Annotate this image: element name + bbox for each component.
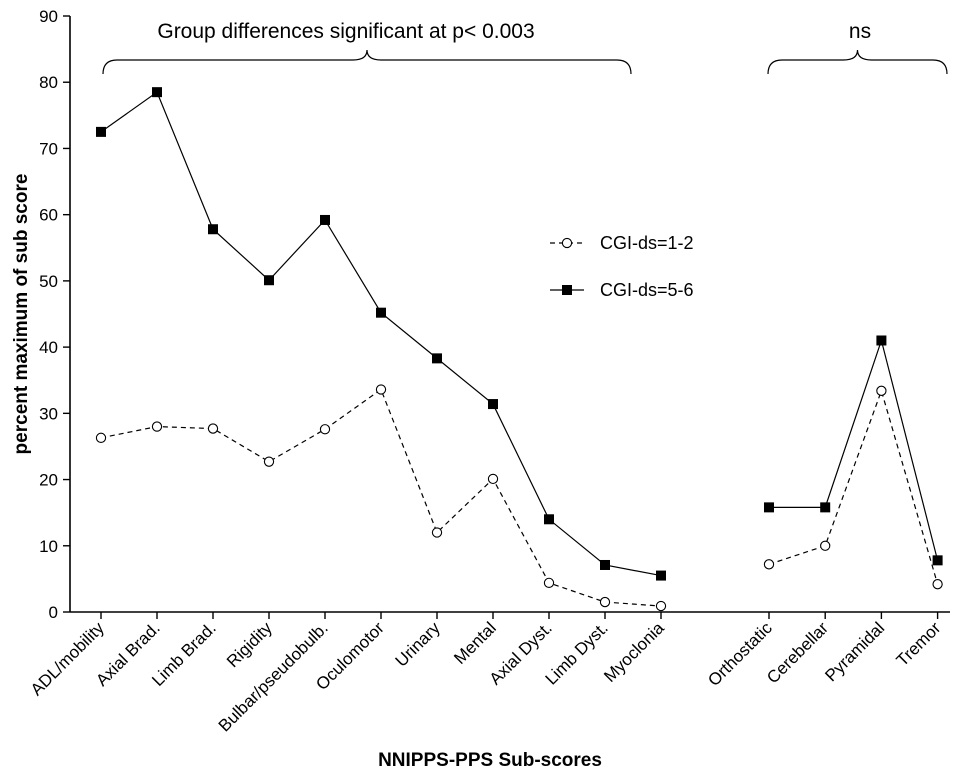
point-cgi-5-6 xyxy=(488,399,498,410)
point-cgi-1-2 xyxy=(263,456,275,467)
x-tick-label: Orthostatic xyxy=(704,618,776,690)
point-cgi-1-2 xyxy=(487,473,499,485)
y-tick-label: 80 xyxy=(39,73,58,92)
point-cgi-1-2 xyxy=(820,540,831,551)
x-tick-label: Pyramidal xyxy=(821,618,888,685)
point-cgi-5-6 xyxy=(600,559,610,570)
y-tick-label: 40 xyxy=(39,338,58,357)
point-cgi-5-6 xyxy=(932,555,943,566)
y-tick-label: 30 xyxy=(39,404,58,423)
series-line-cgi-5-6 xyxy=(100,91,662,577)
point-cgi-5-6 xyxy=(96,126,106,137)
series-line-cgi-1-2 xyxy=(768,388,939,585)
x-tick-label: Myoclonia xyxy=(600,618,668,686)
y-tick-label: 60 xyxy=(39,206,58,225)
x-tick-label: Cerebellar xyxy=(763,618,832,687)
y-tick-label: 50 xyxy=(39,272,58,291)
point-cgi-5-6 xyxy=(764,502,774,513)
group-braces: Group differences significant at p< 0.00… xyxy=(102,20,948,75)
point-cgi-5-6 xyxy=(432,353,442,364)
x-tick-label: ADL/mobility xyxy=(27,618,108,699)
point-cgi-1-2 xyxy=(207,423,219,434)
point-cgi-5-6 xyxy=(876,335,887,346)
y-ticks: 0 10 20 30 40 50 60 70 80 90 xyxy=(39,7,70,622)
point-cgi-5-6 xyxy=(376,307,386,318)
brace-significant xyxy=(102,49,632,75)
point-cgi-1-2 xyxy=(319,424,331,435)
point-cgi-5-6 xyxy=(208,224,218,235)
series-line-cgi-1-2 xyxy=(100,388,662,607)
point-cgi-1-2 xyxy=(599,596,611,608)
legend: CGI-ds=1-2 CGI-ds=5-6 xyxy=(550,233,694,300)
legend-label: CGI-ds=1-2 xyxy=(600,233,694,253)
y-axis-title: percent maximum of sub score xyxy=(11,174,32,455)
x-axis-title: NNIPPS-PPS Sub-scores xyxy=(378,750,602,771)
x-tick-label: Mental xyxy=(450,618,500,668)
annotation-significant: Group differences significant at p< 0.00… xyxy=(157,20,534,43)
x-tick-label: Tremor xyxy=(893,618,945,670)
y-tick-label: 70 xyxy=(39,139,58,158)
point-cgi-1-2 xyxy=(876,385,887,396)
point-cgi-5-6 xyxy=(320,214,330,225)
point-cgi-1-2 xyxy=(655,600,667,612)
series-layer xyxy=(95,87,943,612)
legend-label: CGI-ds=5-6 xyxy=(600,280,694,300)
x-tick-label: Bulbar/pseudobulb. xyxy=(215,618,332,735)
point-cgi-5-6 xyxy=(264,275,274,286)
point-cgi-1-2 xyxy=(932,579,943,590)
point-cgi-1-2 xyxy=(763,559,775,570)
y-tick-label: 10 xyxy=(39,537,58,556)
annotation-ns: ns xyxy=(849,20,871,43)
series-line-cgi-5-6 xyxy=(769,338,939,561)
y-tick-label: 90 xyxy=(39,7,58,26)
x-tick-label: Rigidity xyxy=(223,618,276,671)
point-cgi-1-2 xyxy=(151,421,163,432)
point-cgi-1-2 xyxy=(431,527,443,538)
point-cgi-1-2 xyxy=(95,432,107,443)
point-cgi-5-6 xyxy=(544,514,554,525)
point-cgi-1-2 xyxy=(375,384,387,395)
y-tick-label: 0 xyxy=(49,603,58,622)
axes xyxy=(69,16,950,613)
brace-ns xyxy=(767,49,948,75)
x-tick-label: Urinary xyxy=(392,618,445,671)
point-cgi-5-6 xyxy=(656,570,666,581)
point-cgi-5-6 xyxy=(820,502,831,513)
legend-marker-circle xyxy=(561,237,573,249)
y-tick-label: 20 xyxy=(39,471,58,490)
legend-marker-square xyxy=(562,285,572,295)
point-cgi-1-2 xyxy=(543,577,555,589)
point-cgi-5-6 xyxy=(152,87,162,98)
